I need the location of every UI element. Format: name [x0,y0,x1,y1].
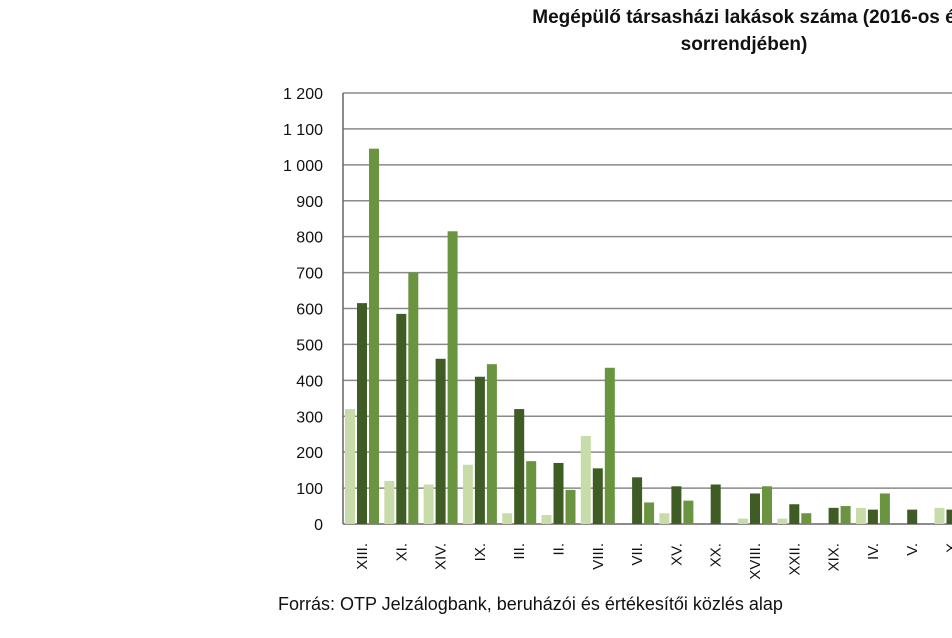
bar [345,409,355,524]
bar [514,409,525,524]
y-tick-label: 600 [296,302,323,319]
bar [867,509,878,524]
x-tick-label: VIII. [590,543,607,570]
x-tick-label: XIX. [826,543,843,571]
bar [486,364,497,524]
y-tick-label: 500 [296,337,323,354]
bar [946,509,952,524]
bar [762,486,772,524]
bar-chart: 0 100 200 300 400 500 600 700 800 900 1 000 1 100 1 … [283,86,952,580]
bar [738,518,748,524]
y-tick-label: 200 [296,445,323,462]
x-tick-label: XIII. [354,543,371,570]
bar [934,507,945,524]
bar [789,504,800,524]
bar [632,477,643,524]
bar [447,231,458,524]
x-tick-label: XVIII. [747,543,764,580]
bar [659,513,670,524]
chart-title-line-2: sorrendjében) [680,34,808,55]
x-tick-label: VII. [629,543,646,566]
bar [671,486,682,524]
y-tick-label: 400 [296,373,323,390]
x-tick-label: XV. [668,543,685,566]
x-tick-label: XI. [393,543,410,561]
x-tick-label: V. [904,543,921,556]
bar [553,462,564,524]
chart-title: Megépülő társasházi lakások száma (2016-… [414,4,952,58]
bar [907,509,918,524]
bar [526,461,537,524]
y-tick-label: 1 100 [283,122,323,139]
bar [369,148,379,524]
bar [423,484,434,524]
bar [408,272,419,524]
bar [541,515,552,524]
bar [710,484,721,524]
x-tick-label: IX. [472,543,489,561]
x-tick-label: IV. [865,543,882,560]
x-tick-label: XXII. [786,543,803,576]
bar [435,358,446,524]
x-tick-label: III. [511,543,528,560]
bar [396,313,407,524]
bar [592,468,603,524]
y-tick-label: 0 [314,517,323,534]
source-note: Forrás: OTP Jelzálogbank, beruházói és é… [278,594,783,614]
bar [801,513,812,524]
chart-title-line-1: Megépülő társasházi lakások száma (2016-… [532,7,952,28]
bar [828,507,839,524]
bar [840,506,851,524]
y-tick-label: 100 [296,481,323,498]
x-tick-label: XX. [708,543,725,567]
x-tick-label: X [944,543,952,553]
bar [474,376,485,524]
bar [502,513,513,524]
y-tick-label: 300 [296,409,323,426]
x-tick-label: XIV. [433,543,450,570]
bar [604,367,615,524]
bar [357,303,367,524]
y-tick-label: 800 [296,230,323,247]
x-tick-label: II. [551,543,568,556]
bar [683,500,694,524]
y-tick-label: 900 [296,194,323,211]
y-tick-label: 1 000 [283,158,323,175]
bar [384,480,395,524]
y-tick-label: 1 200 [283,86,323,103]
bar [879,493,890,524]
bar [462,464,473,524]
bar [580,436,591,524]
bar [565,489,576,524]
y-tick-label: 700 [296,266,323,283]
bar [644,502,655,524]
bar [777,518,788,524]
bar [855,507,866,524]
bar [750,493,760,524]
